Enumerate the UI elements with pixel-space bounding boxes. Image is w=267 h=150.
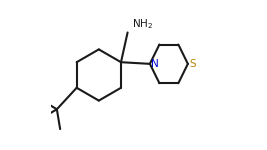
- Text: S: S: [190, 59, 196, 69]
- Text: NH$_2$: NH$_2$: [132, 17, 153, 31]
- Text: N: N: [151, 59, 159, 69]
